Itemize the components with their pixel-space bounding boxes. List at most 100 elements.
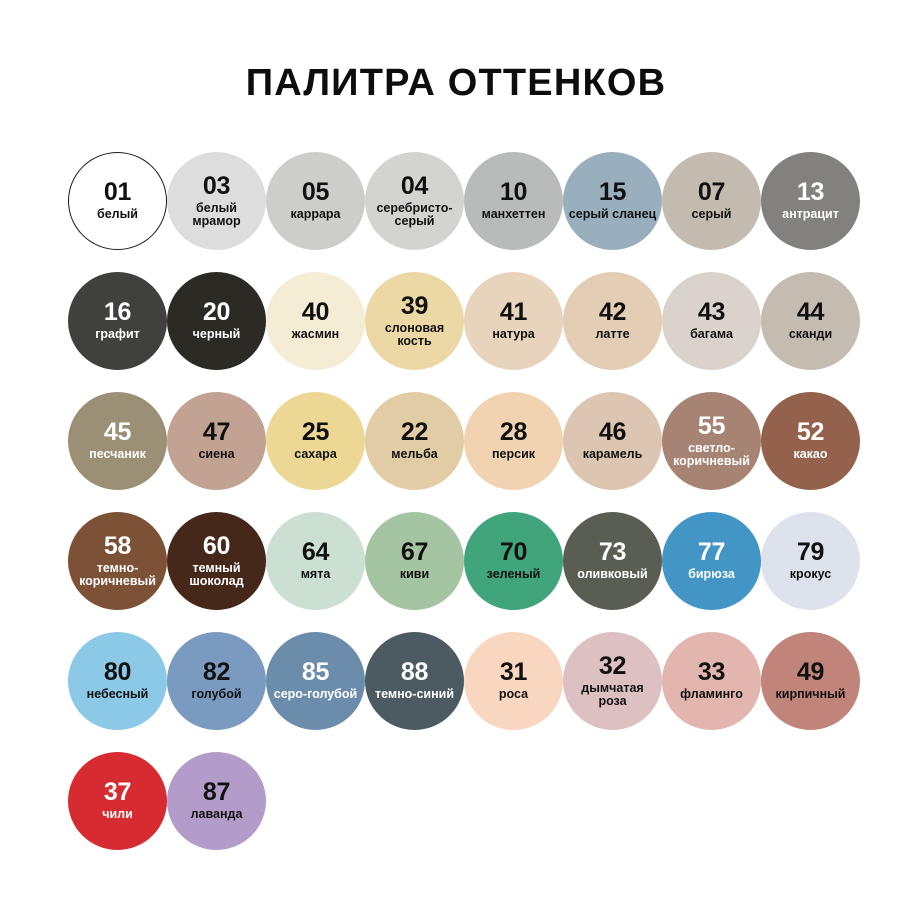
- swatch-grid: 01 белый 03 белый мрамор 05 каррара 04 серебрис…: [68, 152, 860, 850]
- swatch-slot: 15 серый сланец: [563, 152, 662, 250]
- swatch-name: песчаник: [89, 447, 146, 462]
- color-swatch[interactable]: 43 багама: [662, 272, 761, 370]
- color-swatch[interactable]: 60 темный шоколад: [167, 512, 266, 610]
- swatch-slot: 49 кирпичный: [761, 632, 860, 730]
- color-swatch[interactable]: 49 кирпичный: [761, 632, 860, 730]
- swatch-code: 77: [697, 538, 726, 567]
- swatch-name: мята: [300, 567, 331, 582]
- color-swatch[interactable]: 87 лаванда: [167, 752, 266, 850]
- color-swatch[interactable]: 85 серо-голубой: [266, 632, 365, 730]
- color-swatch[interactable]: 39 слоновая кость: [365, 272, 464, 370]
- swatch-code: 49: [796, 658, 825, 687]
- swatch-slot: 33 фламинго: [662, 632, 761, 730]
- swatch-name: темный шоколад: [189, 560, 244, 588]
- color-swatch[interactable]: 05 каррара: [266, 152, 365, 250]
- color-swatch[interactable]: 37 чили: [68, 752, 167, 850]
- color-swatch[interactable]: 44 сканди: [761, 272, 860, 370]
- swatch-slot: 88 темно-синий: [365, 632, 464, 730]
- color-swatch[interactable]: 32 дымчатая роза: [563, 632, 662, 730]
- color-swatch[interactable]: 07 серый: [662, 152, 761, 250]
- color-swatch[interactable]: 46 карамель: [563, 392, 662, 490]
- swatch-slot: 44 сканди: [761, 272, 860, 370]
- color-swatch[interactable]: 73 оливковый: [563, 512, 662, 610]
- swatch-slot: 70 зеленый: [464, 512, 563, 610]
- swatch-code: 55: [697, 411, 726, 440]
- swatch-slot: 16 графит: [68, 272, 167, 370]
- swatch-code: 85: [301, 658, 330, 687]
- swatch-name: латте: [595, 327, 630, 342]
- swatch-code: 03: [202, 171, 231, 200]
- swatch-row: 80 небесный 82 голубой 85 серо-голубой 88 темно…: [68, 632, 860, 730]
- color-swatch[interactable]: 28 персик: [464, 392, 563, 490]
- color-swatch[interactable]: 80 небесный: [68, 632, 167, 730]
- swatch-code: 52: [796, 418, 825, 447]
- color-swatch[interactable]: 41 натура: [464, 272, 563, 370]
- swatch-slot: 85 серо-голубой: [266, 632, 365, 730]
- swatch-code: 20: [202, 298, 231, 327]
- color-swatch[interactable]: 20 черный: [167, 272, 266, 370]
- color-swatch[interactable]: 82 голубой: [167, 632, 266, 730]
- swatch-name: киви: [399, 567, 430, 582]
- color-swatch[interactable]: 03 белый мрамор: [167, 152, 266, 250]
- swatch-code: 28: [499, 418, 528, 447]
- swatch-row: 37 чили 87 лаванда: [68, 752, 860, 850]
- swatch-name: графит: [95, 327, 140, 342]
- color-swatch[interactable]: 67 киви: [365, 512, 464, 610]
- swatch-code: 01: [103, 178, 132, 207]
- swatch-name: кирпичный: [775, 687, 846, 702]
- swatch-slot: 41 натура: [464, 272, 563, 370]
- swatch-code: 10: [499, 178, 528, 207]
- color-swatch[interactable]: 13 антрацит: [761, 152, 860, 250]
- swatch-code: 04: [400, 171, 429, 200]
- color-swatch[interactable]: 52 какао: [761, 392, 860, 490]
- color-swatch[interactable]: 55 светло-коричневый: [662, 392, 761, 490]
- color-swatch[interactable]: 25 сахара: [266, 392, 365, 490]
- swatch-slot: 07 серый: [662, 152, 761, 250]
- color-swatch[interactable]: 58 темно-коричневый: [68, 512, 167, 610]
- swatch-name: жасмин: [291, 327, 340, 342]
- color-swatch[interactable]: 01 белый: [68, 152, 167, 250]
- swatch-name: фламинго: [680, 687, 743, 702]
- swatch-code: 82: [202, 658, 231, 687]
- color-swatch[interactable]: 04 серебристо-серый: [365, 152, 464, 250]
- swatch-code: 16: [103, 298, 132, 327]
- color-swatch[interactable]: 79 крокус: [761, 512, 860, 610]
- swatch-name: сканди: [788, 327, 833, 342]
- color-swatch[interactable]: 31 роса: [464, 632, 563, 730]
- swatch-row: 16 графит 20 черный 40 жасмин 39 слоновая кость…: [68, 272, 860, 370]
- swatch-row: 01 белый 03 белый мрамор 05 каррара 04 серебрис…: [68, 152, 860, 250]
- swatch-name: темно-коричневый: [79, 560, 156, 588]
- swatch-slot: 42 латте: [563, 272, 662, 370]
- swatch-name: персик: [491, 447, 536, 462]
- swatch-code: 07: [697, 178, 726, 207]
- color-swatch[interactable]: 70 зеленый: [464, 512, 563, 610]
- color-swatch[interactable]: 16 графит: [68, 272, 167, 370]
- swatch-name: светло-коричневый: [673, 440, 750, 468]
- color-swatch[interactable]: 40 жасмин: [266, 272, 365, 370]
- swatch-code: 60: [202, 531, 231, 560]
- color-swatch[interactable]: 15 серый сланец: [563, 152, 662, 250]
- swatch-code: 40: [301, 298, 330, 327]
- swatch-name: дымчатая роза: [581, 680, 644, 708]
- swatch-slot: 52 какао: [761, 392, 860, 490]
- color-swatch[interactable]: 47 сиена: [167, 392, 266, 490]
- color-swatch[interactable]: 45 песчаник: [68, 392, 167, 490]
- swatch-code: 67: [400, 538, 429, 567]
- swatch-code: 70: [499, 538, 528, 567]
- color-swatch[interactable]: 77 бирюза: [662, 512, 761, 610]
- color-swatch[interactable]: 22 мельба: [365, 392, 464, 490]
- color-swatch[interactable]: 88 темно-синий: [365, 632, 464, 730]
- swatch-code: 39: [400, 291, 429, 320]
- color-swatch[interactable]: 42 латте: [563, 272, 662, 370]
- swatch-name: серебристо-серый: [376, 200, 453, 228]
- color-swatch[interactable]: 10 манхеттен: [464, 152, 563, 250]
- color-swatch[interactable]: 64 мята: [266, 512, 365, 610]
- swatch-name: роса: [498, 687, 529, 702]
- color-swatch[interactable]: 33 фламинго: [662, 632, 761, 730]
- swatch-code: 47: [202, 418, 231, 447]
- swatch-slot: 77 бирюза: [662, 512, 761, 610]
- swatch-slot: 55 светло-коричневый: [662, 392, 761, 490]
- swatch-code: 13: [796, 178, 825, 207]
- swatch-code: 32: [598, 651, 627, 680]
